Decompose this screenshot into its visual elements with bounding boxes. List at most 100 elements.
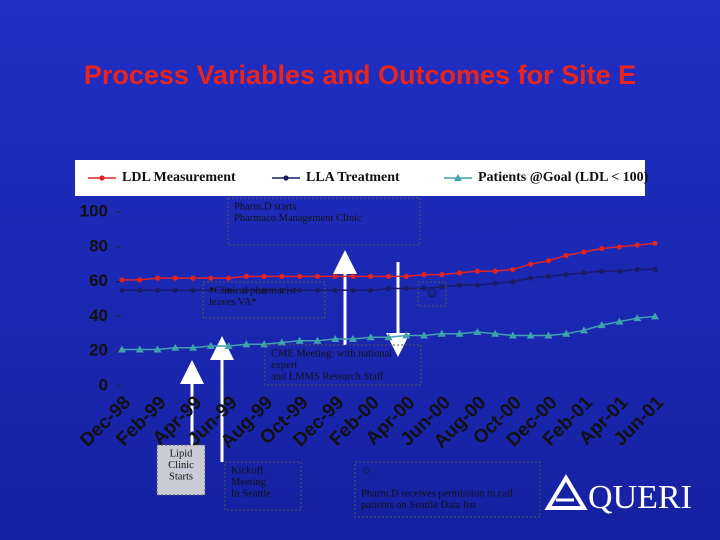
y-tick-label: 40 bbox=[89, 306, 108, 325]
data-point bbox=[615, 317, 624, 325]
legend-box bbox=[75, 160, 645, 196]
data-point bbox=[634, 266, 640, 273]
slide-title: Process Variables and Outcomes for Site … bbox=[83, 60, 637, 90]
data-point bbox=[226, 287, 232, 293]
data-point bbox=[332, 273, 338, 279]
data-point bbox=[243, 287, 249, 293]
data-point bbox=[599, 245, 605, 252]
data-point bbox=[314, 287, 321, 293]
data-point bbox=[119, 287, 125, 293]
data-point bbox=[366, 333, 375, 341]
data-point bbox=[153, 345, 162, 353]
data-point bbox=[474, 268, 480, 274]
legend-marker bbox=[99, 175, 105, 181]
data-point bbox=[348, 335, 357, 343]
data-point bbox=[332, 287, 338, 293]
data-point bbox=[314, 273, 321, 279]
data-point bbox=[652, 266, 658, 273]
data-point bbox=[385, 285, 392, 292]
data-point bbox=[616, 268, 623, 274]
data-point bbox=[439, 272, 445, 278]
data-point bbox=[118, 345, 126, 353]
annotation-box bbox=[202, 281, 326, 319]
data-point bbox=[456, 282, 463, 288]
data-point bbox=[206, 341, 215, 349]
annotation-text: leaves VA* bbox=[209, 297, 257, 308]
data-point bbox=[261, 273, 267, 279]
annotation-text: Starts bbox=[169, 471, 193, 482]
logo: QUERI bbox=[588, 479, 692, 516]
data-point bbox=[510, 266, 516, 273]
annotation-box bbox=[417, 281, 447, 307]
annotation-text: patients on Seattle Data list bbox=[361, 500, 476, 511]
data-point bbox=[421, 285, 427, 292]
annotation-text: Meeting bbox=[231, 477, 267, 488]
data-point bbox=[350, 273, 356, 279]
data-point bbox=[544, 331, 553, 339]
annotation-text: Pharmaco.Management Clinic bbox=[234, 213, 362, 224]
legend-label: LLA Treatment bbox=[306, 170, 400, 185]
data-point bbox=[510, 279, 516, 285]
data-point bbox=[563, 252, 569, 259]
legend-marker bbox=[283, 175, 289, 181]
data-point bbox=[652, 240, 658, 246]
data-point bbox=[633, 314, 642, 322]
data-point bbox=[402, 331, 411, 339]
legend-marker bbox=[454, 174, 462, 181]
data-point bbox=[385, 273, 392, 279]
data-point bbox=[224, 341, 233, 349]
data-point bbox=[331, 335, 340, 343]
data-point bbox=[597, 321, 606, 329]
logo-mark bbox=[544, 474, 588, 510]
data-point bbox=[189, 343, 198, 351]
annotation-text: expert bbox=[271, 360, 297, 371]
data-point bbox=[384, 333, 393, 341]
data-point bbox=[473, 328, 482, 336]
data-point bbox=[350, 287, 356, 293]
data-point bbox=[279, 287, 285, 293]
data-point bbox=[492, 268, 498, 274]
annotation-box bbox=[354, 461, 541, 518]
y-tick-label: 60 bbox=[89, 271, 108, 290]
annotation-text: Pharm.D receives permission to call bbox=[361, 488, 513, 499]
data-point bbox=[277, 338, 286, 346]
series-line bbox=[122, 315, 656, 351]
data-point bbox=[190, 275, 196, 281]
annotation-box bbox=[156, 444, 206, 496]
data-point bbox=[420, 331, 429, 339]
data-point bbox=[528, 261, 534, 267]
annotation-text: *Clinical pharmacist bbox=[209, 285, 296, 296]
data-point bbox=[368, 287, 374, 293]
data-point bbox=[190, 287, 196, 293]
annotation-text: Kickoff bbox=[231, 465, 264, 476]
annotation-box bbox=[224, 461, 302, 511]
data-point bbox=[137, 277, 143, 283]
annotation-box bbox=[227, 197, 421, 246]
legend-label: LDL Measurement bbox=[122, 170, 236, 185]
data-point bbox=[508, 331, 517, 339]
annotation-text: Clinic bbox=[168, 460, 194, 471]
data-point bbox=[492, 280, 498, 286]
annotation-text: In Seattle bbox=[231, 488, 271, 499]
data-point bbox=[474, 282, 480, 288]
data-point bbox=[297, 287, 303, 293]
data-point bbox=[261, 287, 267, 293]
annotation-text: Pharm.D starts bbox=[234, 201, 296, 212]
data-point bbox=[135, 345, 144, 353]
y-tick-label: 80 bbox=[89, 236, 108, 255]
data-point bbox=[137, 287, 143, 293]
data-point bbox=[403, 273, 409, 279]
data-point bbox=[154, 275, 161, 281]
data-point bbox=[403, 285, 409, 292]
legend-label: Patients @Goal (LDL < 100) bbox=[478, 170, 649, 185]
y-tick-label: 20 bbox=[89, 341, 108, 360]
data-point bbox=[297, 273, 303, 279]
annotation-text: ☺ bbox=[425, 286, 439, 301]
data-point bbox=[581, 249, 587, 255]
y-tick-label: 0 bbox=[99, 375, 108, 394]
data-point bbox=[651, 312, 659, 320]
data-point bbox=[545, 273, 552, 279]
data-point bbox=[243, 273, 249, 279]
y-tick-label: 100 bbox=[80, 201, 108, 220]
data-point bbox=[545, 258, 552, 264]
